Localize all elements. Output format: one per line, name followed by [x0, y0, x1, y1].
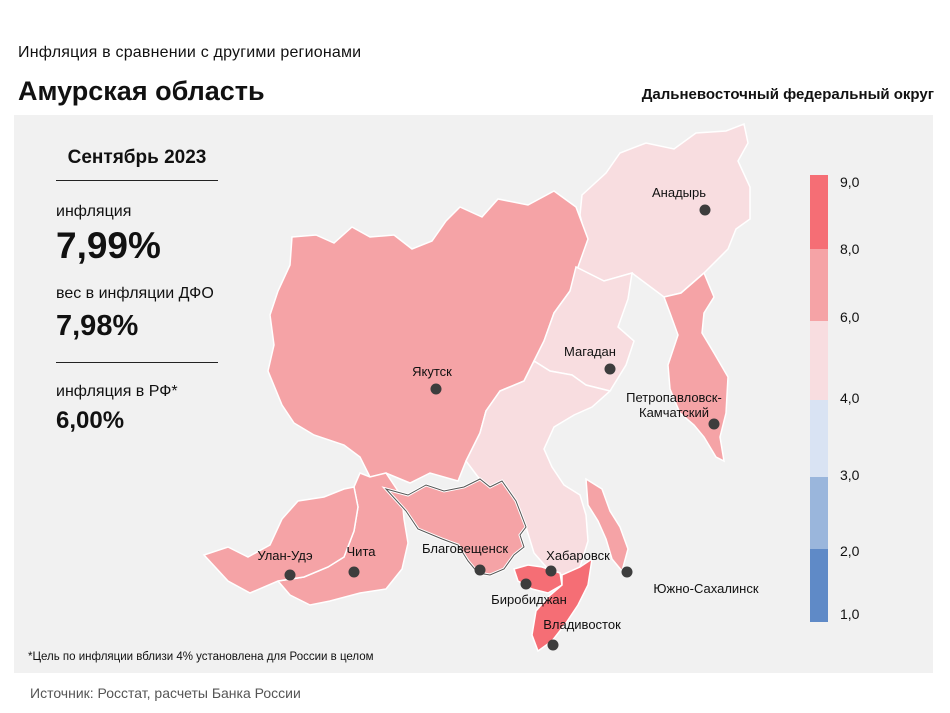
- city-marker: [348, 566, 360, 578]
- district-label: Дальневосточный федеральный округ: [641, 86, 934, 103]
- city-marker: [284, 569, 296, 581]
- inflation-label: инфляция: [56, 203, 132, 220]
- period-label: Сентябрь 2023: [67, 147, 207, 168]
- city-marker: [474, 564, 486, 576]
- rf-inflation-value: 6,00%: [56, 407, 125, 434]
- city-label: Чита: [347, 544, 377, 559]
- city-label: Благовещенск: [422, 541, 508, 556]
- page-title: Амурская область: [18, 76, 265, 106]
- city-label: Петропавловск-Камчатский: [626, 390, 722, 420]
- legend-swatch: [810, 400, 828, 477]
- legend-tick-label: 9,0: [840, 174, 860, 190]
- region-map: Анадырь Якутск Магадан Петропавловск-Камчат…: [202, 122, 860, 653]
- city-label: Улан-Удэ: [257, 548, 313, 563]
- legend-swatch: [810, 249, 828, 321]
- city-label: Магадан: [564, 344, 616, 359]
- city-label: Якутск: [412, 364, 452, 379]
- city-marker: [545, 565, 557, 577]
- rf-inflation-label: инфляция в РФ*: [56, 383, 178, 400]
- city-marker: [621, 566, 633, 578]
- source-note: Источник: Росстат, расчеты Банка России: [30, 685, 301, 701]
- city-marker: [708, 418, 720, 430]
- footnote: *Цель по инфляции вблизи 4% установлена …: [28, 651, 374, 663]
- legend-tick-label: 8,0: [840, 241, 860, 257]
- legend-swatch: [810, 477, 828, 549]
- legend-swatch: [810, 175, 828, 249]
- inflation-value: 7,99%: [56, 225, 161, 266]
- region-buryatia: [202, 486, 359, 594]
- city-marker: [520, 578, 532, 590]
- legend-tick-label: 2,0: [840, 543, 860, 559]
- city-label: Хабаровск: [546, 548, 610, 563]
- divider-top: [56, 180, 218, 181]
- main-panel: Анадырь Якутск Магадан Петропавловск-Камчат…: [14, 115, 933, 673]
- legend-tick-label: 1,0: [840, 606, 860, 622]
- city-label: Биробиджан: [491, 592, 567, 607]
- region-amur: [381, 477, 528, 577]
- city-marker: [699, 204, 711, 216]
- legend-swatch: [810, 321, 828, 400]
- weight-value: 7,98%: [56, 310, 139, 342]
- city-marker: [430, 383, 442, 395]
- color-legend: 9,0 8,0 6,0 4,0 3,0 2,0 1,0: [810, 174, 860, 622]
- city-label: Анадырь: [652, 185, 706, 200]
- city-label: Владивосток: [543, 617, 621, 632]
- region-amur-outline: [384, 478, 527, 576]
- legend-tick-label: 4,0: [840, 390, 860, 406]
- divider-bottom: [56, 362, 218, 363]
- legend-swatch: [810, 549, 828, 622]
- city-label: Южно-Сахалинск: [653, 581, 758, 596]
- weight-label: вес в инфляции ДФО: [56, 285, 214, 302]
- region-kamchatka: [662, 271, 729, 463]
- city-marker: [604, 363, 616, 375]
- subtitle: Инфляция в сравнении с другими регионами: [18, 44, 362, 61]
- city-marker: [547, 639, 559, 651]
- region-chukotka: [575, 122, 751, 298]
- region-khabarovsk: [465, 359, 612, 576]
- legend-tick-label: 3,0: [840, 467, 860, 483]
- legend-tick-label: 6,0: [840, 309, 860, 325]
